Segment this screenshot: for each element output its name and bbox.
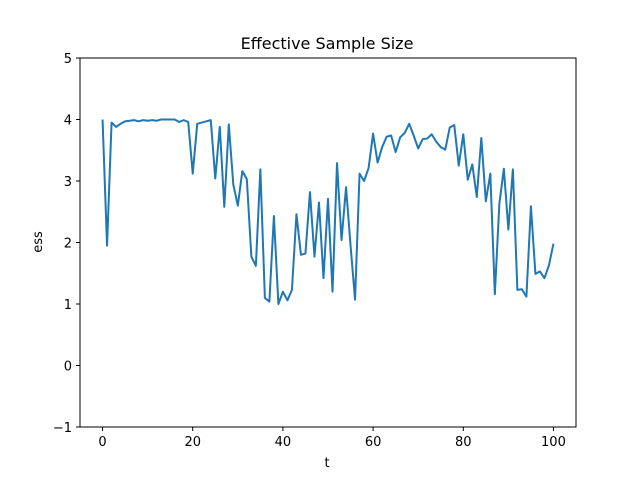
y-axis: −1 0 1 2 3 4 5	[53, 52, 80, 436]
chart-title: Effective Sample Size	[241, 34, 414, 53]
x-axis-label: t	[324, 456, 329, 471]
y-tick-label: 2	[64, 237, 72, 252]
y-tick-label: 3	[64, 175, 72, 190]
y-axis-label: ess	[31, 231, 46, 253]
ess-series-line	[101, 118, 555, 305]
x-tick-label: 20	[184, 435, 201, 450]
x-tick-label: 80	[455, 435, 472, 450]
y-tick-label: 0	[64, 360, 72, 375]
x-tick-label: 0	[98, 435, 106, 450]
y-tick-label: 1	[64, 298, 72, 313]
y-tick-label: 5	[64, 52, 72, 67]
y-tick-label: 4	[64, 114, 72, 129]
x-tick-label: 100	[541, 435, 566, 450]
x-tick-label: 40	[275, 435, 292, 450]
y-tick-label: −1	[53, 421, 72, 436]
x-axis: 0 20 40 60 80 100	[98, 427, 566, 450]
x-tick-label: 60	[365, 435, 382, 450]
